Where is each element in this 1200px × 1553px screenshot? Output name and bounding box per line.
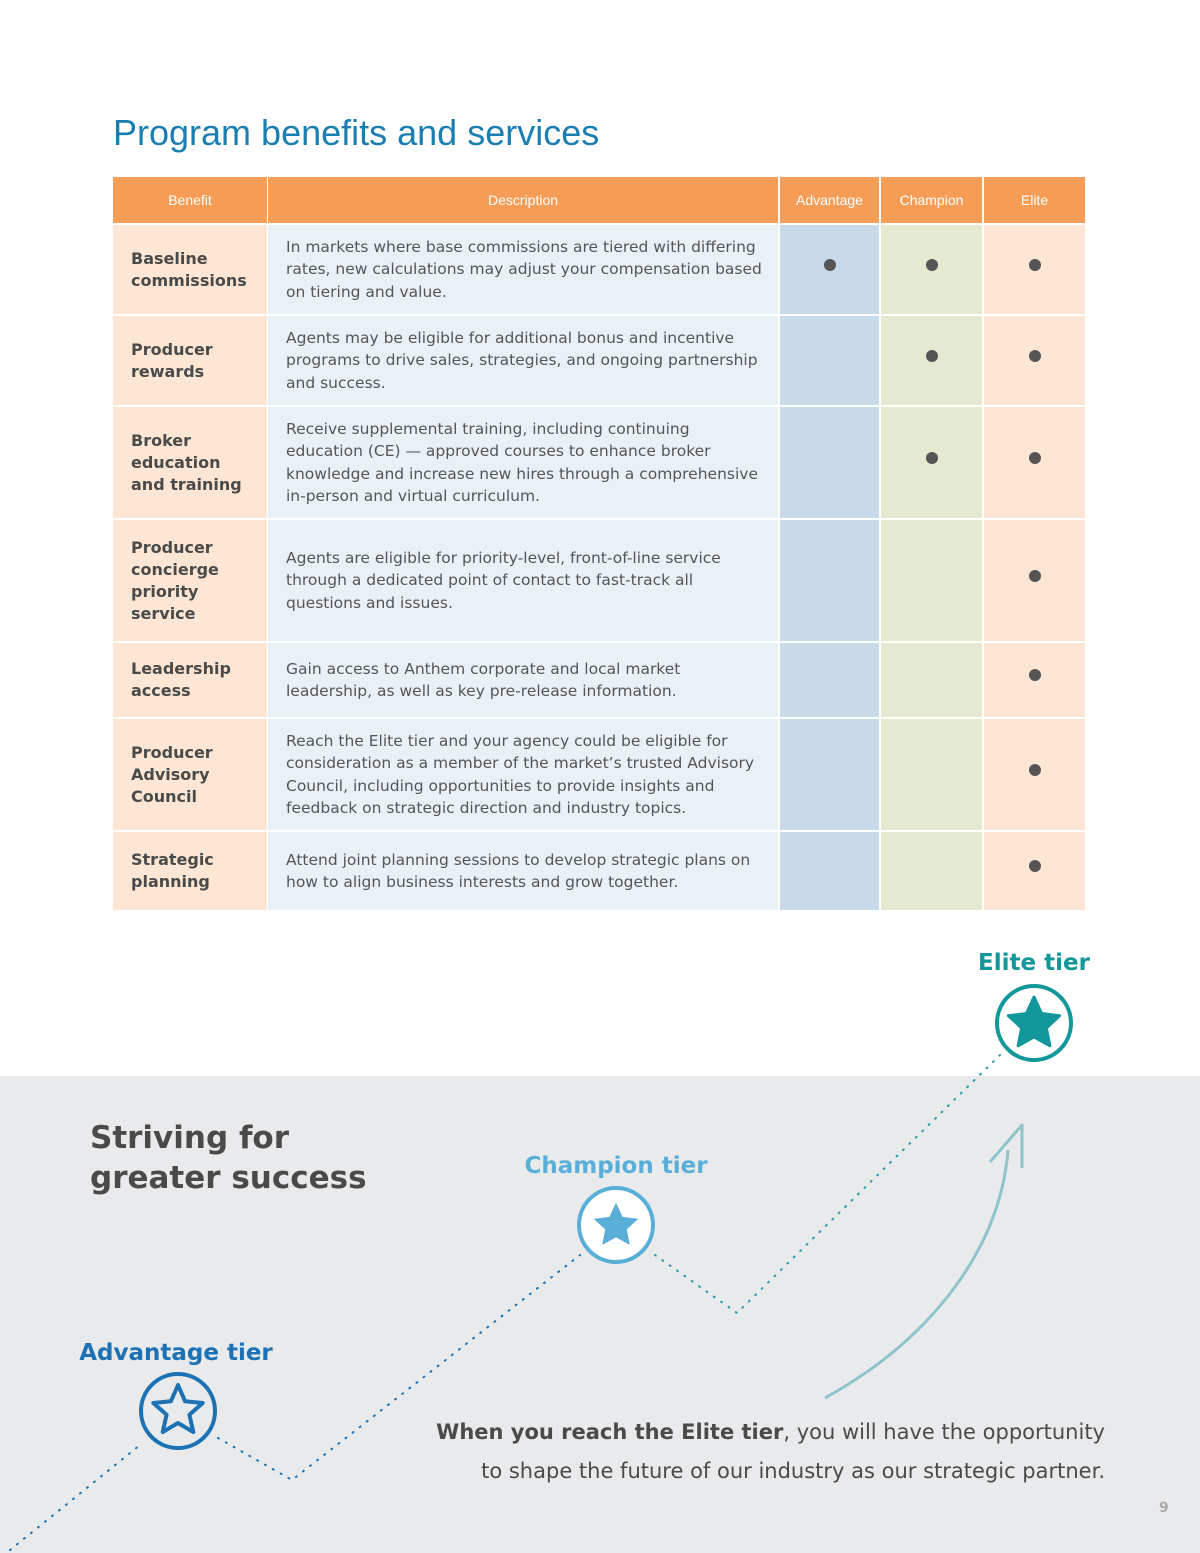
tier-dot	[925, 451, 938, 464]
column-header: Champion	[881, 177, 982, 223]
tier-cell	[780, 719, 879, 830]
column-header: Description	[268, 177, 778, 223]
tier-cell	[780, 643, 879, 717]
section-heading: Striving for	[90, 1120, 290, 1156]
tier-dot	[925, 349, 938, 362]
benefit-cell: Baseline commissions	[113, 225, 267, 314]
benefit-cell: Producer concierge priority service	[113, 520, 267, 641]
tier-cell	[984, 407, 1085, 518]
star-icon	[139, 1372, 217, 1450]
tier-cell	[881, 520, 982, 641]
tier-dot	[1028, 349, 1041, 362]
tier-cell	[881, 316, 982, 405]
tier-cell	[984, 643, 1085, 717]
tier-dot	[1028, 451, 1041, 464]
tier-cell	[780, 520, 879, 641]
section-heading: greater success	[90, 1160, 367, 1196]
tier-cell	[780, 832, 879, 910]
tier-label: Elite tier	[978, 950, 1090, 976]
tier-cell	[984, 832, 1085, 910]
description-cell: Attend joint planning sessions to develo…	[268, 832, 778, 910]
benefit-cell: Producer rewards	[113, 316, 267, 405]
tier-cell	[881, 225, 982, 314]
tier-dot	[1028, 860, 1041, 872]
column-header: Advantage	[780, 177, 879, 223]
tier-dot	[1028, 669, 1041, 681]
tier-cell	[881, 719, 982, 830]
star-icon	[588, 1197, 644, 1250]
tier-cell	[881, 407, 982, 518]
description-cell: Agents are eligible for priority-level, …	[268, 520, 778, 641]
tier-dot	[1028, 569, 1041, 582]
page-number: 9	[1159, 1500, 1169, 1516]
tier-cell	[984, 316, 1085, 405]
closing-bold: When you reach the Elite tier	[436, 1420, 784, 1444]
page-title: Program benefits and services	[113, 112, 600, 153]
tier-label: Champion tier	[524, 1153, 708, 1179]
tier-dot	[925, 258, 938, 271]
tier-cell	[984, 719, 1085, 830]
description-cell: Gain access to Anthem corporate and loca…	[268, 643, 778, 717]
description-cell: Receive supplemental training, including…	[268, 407, 778, 518]
benefit-cell: Leadership access	[113, 643, 267, 717]
tier-label: Advantage tier	[79, 1340, 273, 1366]
bottom-band	[0, 1076, 1200, 1553]
tier-cell	[780, 407, 879, 518]
star-icon	[151, 1383, 205, 1434]
tier-dot	[823, 258, 836, 271]
tier-cell	[881, 643, 982, 717]
star-icon	[1006, 995, 1062, 1048]
benefit-cell: Producer Advisory Council	[113, 719, 267, 830]
tier-cell	[780, 225, 879, 314]
description-cell: Agents may be eligible for additional bo…	[268, 316, 778, 405]
tier-cell	[780, 316, 879, 405]
tier-cell	[984, 225, 1085, 314]
closing-text: When you reach the Elite tier, you will …	[436, 1420, 1105, 1444]
tier-dot	[1028, 258, 1041, 271]
tier-cell	[984, 520, 1085, 641]
closing-line: to shape the future of our industry as o…	[481, 1459, 1105, 1483]
column-header: Elite	[984, 177, 1085, 223]
benefit-cell: Strategic planning	[113, 832, 267, 910]
star-icon	[995, 984, 1073, 1062]
benefit-cell: Broker education and training	[113, 407, 267, 518]
column-header: Benefit	[113, 177, 267, 223]
description-cell: In markets where base commissions are ti…	[268, 225, 778, 314]
description-cell: Reach the Elite tier and your agency cou…	[268, 719, 778, 830]
tier-cell	[881, 832, 982, 910]
closing-line: , you will have the opportunity	[783, 1420, 1105, 1444]
tier-dot	[1028, 763, 1041, 776]
